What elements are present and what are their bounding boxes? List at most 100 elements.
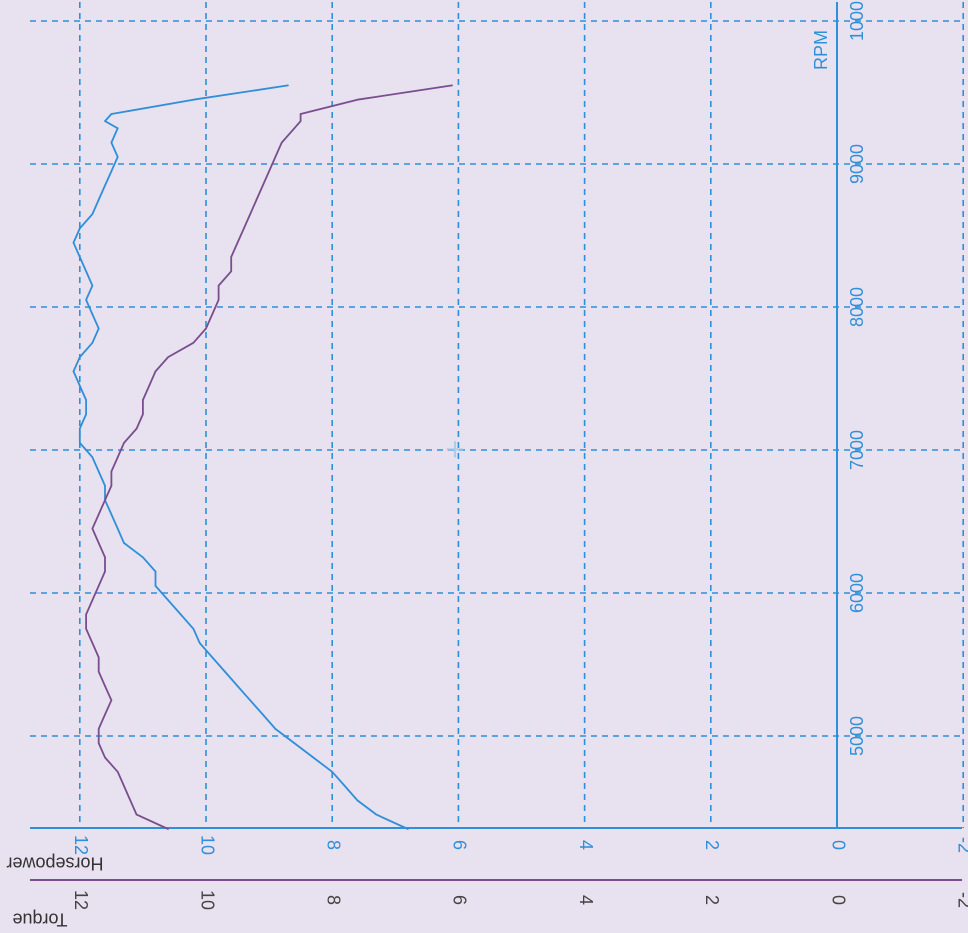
horsepower-tick-label: 6 — [450, 840, 470, 850]
torque-data-point — [135, 813, 138, 816]
torque-data-point — [91, 527, 94, 530]
grid-lines — [30, 2, 965, 828]
horsepower-data-point — [192, 98, 195, 101]
torque-data-point — [451, 84, 453, 87]
horsepower-data-point — [331, 770, 334, 773]
torque-data-point — [104, 713, 106, 716]
horsepower-tick-label: -2 — [954, 837, 968, 853]
horsepower-data-point — [198, 642, 201, 644]
torque-data-point — [97, 742, 100, 744]
torque-tick-label: 4 — [576, 895, 596, 905]
horsepower-data-point — [312, 756, 315, 759]
torque-data-point — [104, 685, 106, 687]
horsepower-data-point — [97, 198, 100, 201]
torque-data-point — [116, 456, 119, 458]
torque-data-point — [91, 642, 94, 644]
horsepower-data-point — [79, 427, 81, 430]
horsepower-data-point — [287, 84, 289, 87]
torque-data-point — [299, 113, 302, 115]
horsepower-data-point — [79, 227, 81, 230]
torque-data-point — [110, 699, 113, 702]
torque-data-point — [135, 427, 138, 430]
torque-data-point — [110, 484, 113, 487]
torque-data-point — [243, 227, 245, 230]
horsepower-data-point — [91, 284, 94, 287]
torque-data-point — [217, 299, 220, 301]
horsepower-data-point — [274, 728, 277, 730]
horsepower-data-point — [85, 449, 87, 451]
torque-tick-label: 10 — [197, 890, 217, 910]
rpm-tick-label: 8000 — [847, 287, 867, 327]
horsepower-data-point — [85, 299, 87, 301]
horsepower-data-point — [407, 828, 409, 830]
torque-data-point — [167, 356, 169, 358]
horsepower-data-point — [293, 742, 296, 744]
horsepower-data-point — [91, 313, 94, 315]
torque-tick-label: 12 — [71, 890, 91, 910]
horsepower-data-point — [104, 184, 106, 187]
torque-data-point — [255, 198, 258, 201]
rpm-tick-label: 5000 — [847, 716, 867, 756]
torque-tick-label: 2 — [702, 895, 722, 905]
horsepower-data-point — [104, 484, 106, 487]
horsepower-data-point — [154, 570, 157, 573]
horsepower-data-point — [110, 170, 113, 172]
horsepower-tick-label: 4 — [576, 840, 596, 850]
horsepower-data-point — [167, 599, 169, 601]
rpm-tick-label: 6000 — [847, 573, 867, 613]
rpm-axis-title: RPM — [811, 30, 831, 70]
torque-data-point — [205, 327, 207, 330]
horsepower-data-point — [375, 813, 378, 816]
torque-data-point — [129, 799, 132, 802]
torque-data-point — [123, 442, 125, 444]
series-lines — [72, 84, 453, 830]
torque-tick-label: 0 — [828, 895, 848, 905]
horsepower-data-point — [110, 141, 113, 144]
horsepower-tick-label: 12 — [71, 835, 91, 855]
horsepower-data-point — [192, 627, 195, 630]
horsepower-data-point — [79, 442, 81, 444]
horsepower-data-point — [79, 256, 81, 258]
torque-data-point — [148, 384, 151, 387]
torque-data-point — [192, 341, 195, 344]
torque-series-line — [85, 84, 453, 830]
torque-tick-label: -2 — [954, 892, 968, 908]
horsepower-tick-label: 10 — [197, 835, 217, 855]
torque-data-point — [104, 570, 106, 573]
horsepower-data-point — [97, 327, 100, 330]
torque-data-point — [167, 828, 169, 830]
horsepower-axis-title: Horsepower — [6, 853, 103, 873]
torque-data-point — [142, 413, 144, 416]
horsepower-data-point — [110, 113, 113, 115]
torque-data-point — [97, 728, 100, 730]
torque-data-point — [97, 670, 100, 673]
torque-data-point — [356, 98, 359, 101]
axis-labels: 5000 6000 7000 8000 9000 1000 RPM 12 10 8 6 4 2 0 -2 12… — [6, 1, 968, 929]
horsepower-data-point — [110, 513, 113, 516]
torque-data-point — [217, 284, 220, 287]
horsepower-data-point — [72, 370, 75, 373]
horsepower-data-point — [179, 613, 182, 616]
horsepower-data-point — [344, 785, 346, 787]
horsepower-data-point — [142, 556, 144, 559]
torque-data-point — [85, 627, 87, 630]
horsepower-data-point — [154, 585, 157, 587]
torque-data-point — [230, 270, 233, 273]
horsepower-data-point — [211, 656, 214, 659]
horsepower-data-point — [356, 799, 359, 802]
torque-tick-label: 8 — [323, 895, 343, 905]
torque-data-point — [97, 542, 100, 544]
torque-data-point — [280, 141, 283, 144]
horsepower-data-point — [79, 384, 81, 387]
horsepower-tick-label: 0 — [828, 840, 848, 850]
torque-data-point — [268, 170, 270, 172]
horsepower-data-point — [72, 241, 75, 244]
horsepower-tick-label: 2 — [702, 840, 722, 850]
rpm-tick-label: 1000 — [847, 1, 867, 41]
torque-data-point — [154, 370, 157, 373]
crosshair-mark: + — [444, 435, 466, 465]
horsepower-data-point — [249, 699, 251, 702]
horsepower-data-point — [261, 713, 264, 716]
torque-data-point — [104, 556, 106, 559]
